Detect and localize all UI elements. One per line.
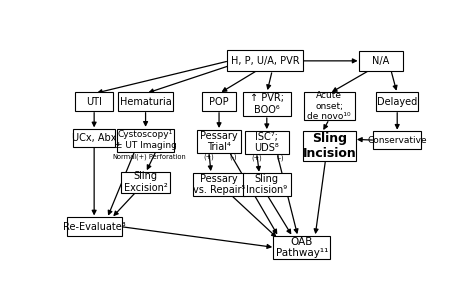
Text: Pessary
vs. Repair⁵: Pessary vs. Repair⁵	[193, 174, 245, 195]
Text: ISC⁷;
UDS⁸: ISC⁷; UDS⁸	[255, 132, 279, 153]
FancyBboxPatch shape	[245, 131, 289, 154]
Text: Sling
Incision⁹: Sling Incision⁹	[246, 174, 287, 195]
FancyBboxPatch shape	[243, 173, 291, 196]
Text: ↑ PVR;
BOO⁶: ↑ PVR; BOO⁶	[250, 93, 284, 115]
FancyBboxPatch shape	[117, 128, 174, 152]
Text: (+): (+)	[203, 154, 214, 160]
Text: (-): (-)	[229, 154, 237, 160]
Text: Sling
Excision²: Sling Excision²	[124, 171, 167, 193]
Text: OAB
Pathway¹¹: OAB Pathway¹¹	[275, 237, 328, 258]
Text: H, P, U/A, PVR: H, P, U/A, PVR	[231, 56, 299, 66]
Text: UCx, Abx: UCx, Abx	[72, 133, 117, 143]
Text: (+) Perforation: (+) Perforation	[136, 153, 186, 160]
Text: Cystoscopy¹
± UT Imaging: Cystoscopy¹ ± UT Imaging	[115, 131, 176, 150]
FancyBboxPatch shape	[273, 236, 330, 259]
Text: Pessary
Trial⁴: Pessary Trial⁴	[200, 131, 238, 152]
FancyBboxPatch shape	[193, 173, 245, 196]
Text: Normal: Normal	[112, 154, 136, 159]
FancyBboxPatch shape	[302, 132, 356, 161]
Text: (-): (-)	[277, 155, 284, 161]
FancyBboxPatch shape	[243, 92, 291, 116]
Text: Conservative: Conservative	[367, 136, 427, 145]
FancyBboxPatch shape	[197, 130, 241, 153]
FancyBboxPatch shape	[376, 92, 419, 111]
FancyBboxPatch shape	[73, 129, 115, 147]
Text: Acute
onset;
de novo¹⁰: Acute onset; de novo¹⁰	[308, 92, 351, 121]
Text: Delayed: Delayed	[377, 97, 417, 107]
FancyBboxPatch shape	[121, 172, 170, 193]
FancyBboxPatch shape	[201, 92, 237, 111]
Text: POP: POP	[209, 97, 229, 107]
Text: N/A: N/A	[372, 56, 389, 66]
FancyBboxPatch shape	[359, 51, 403, 71]
FancyBboxPatch shape	[374, 132, 421, 149]
Text: (+): (+)	[251, 155, 262, 161]
Text: Re-Evaluate³: Re-Evaluate³	[63, 221, 126, 231]
Text: UTI: UTI	[86, 97, 102, 107]
FancyBboxPatch shape	[118, 92, 173, 111]
FancyBboxPatch shape	[303, 92, 355, 120]
FancyBboxPatch shape	[75, 92, 113, 111]
FancyBboxPatch shape	[228, 50, 302, 71]
Text: Sling
Incision: Sling Incision	[302, 132, 356, 160]
Text: Hematuria: Hematuria	[120, 97, 172, 107]
FancyBboxPatch shape	[66, 217, 122, 236]
